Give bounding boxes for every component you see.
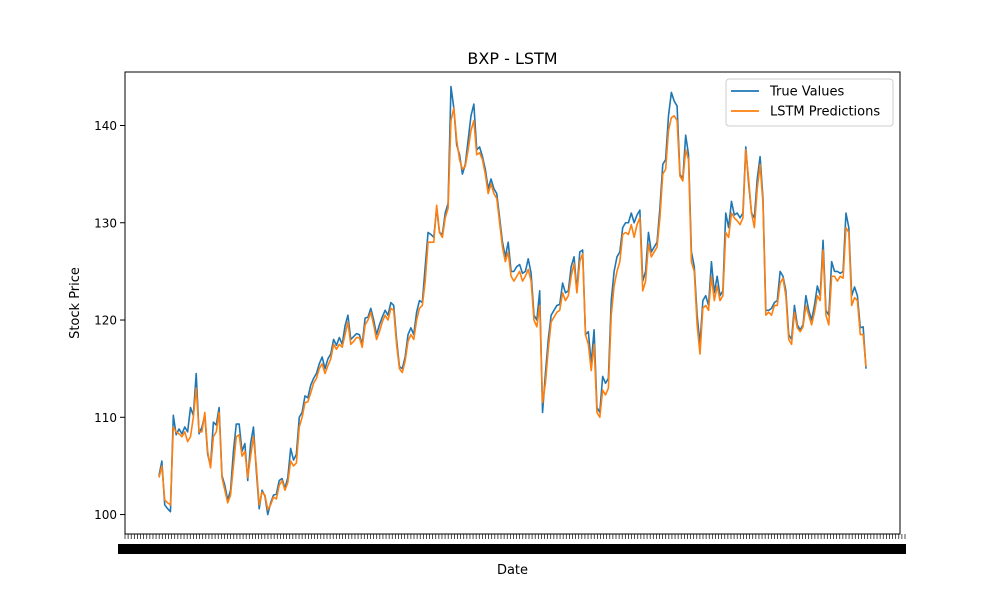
plot-area-frame <box>124 71 901 535</box>
x-tick-labels-overlapping <box>118 544 906 554</box>
series-layer <box>158 85 867 516</box>
x-axis-label: Date <box>497 563 528 578</box>
y-axis-label: Stock Price <box>68 267 83 339</box>
y-tick-label: 120 <box>94 314 117 328</box>
legend-label-true-values: True Values <box>769 85 844 100</box>
y-axis-ticks: 100 110 120 130 140 <box>94 119 125 522</box>
series-line-lstm-predictions <box>158 107 867 511</box>
y-tick-label: 100 <box>94 508 117 522</box>
legend-box <box>725 78 894 127</box>
y-tick-label: 130 <box>94 216 117 230</box>
y-tick-label: 110 <box>94 411 117 425</box>
chart-title: BXP - LSTM <box>467 49 557 68</box>
legend-label-lstm-predictions: LSTM Predictions <box>770 105 880 120</box>
x-axis-ticks <box>118 534 906 554</box>
legend: True Values LSTM Predictions <box>725 78 894 127</box>
y-tick-label: 140 <box>94 119 117 133</box>
